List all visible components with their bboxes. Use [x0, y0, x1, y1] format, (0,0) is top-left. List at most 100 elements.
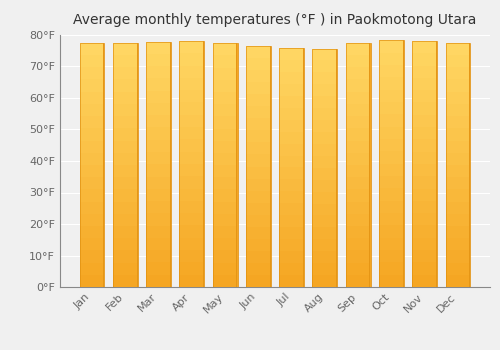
Bar	[379, 77, 402, 90]
Bar	[146, 42, 170, 54]
Bar	[312, 96, 336, 108]
Bar	[446, 55, 469, 67]
Bar	[180, 225, 203, 238]
Bar	[180, 53, 203, 65]
Bar	[379, 262, 402, 275]
Bar	[346, 116, 370, 128]
Bar	[246, 215, 270, 227]
Bar	[113, 177, 136, 189]
Bar	[212, 43, 238, 287]
Bar	[279, 155, 303, 167]
Bar	[346, 202, 370, 214]
Bar	[379, 40, 402, 53]
Bar	[279, 227, 303, 239]
Bar	[212, 141, 236, 153]
Bar	[379, 114, 402, 127]
Bar	[212, 116, 236, 128]
Bar	[246, 46, 270, 58]
Bar	[279, 263, 303, 275]
Bar	[80, 238, 103, 250]
Bar	[80, 275, 103, 287]
Bar	[412, 213, 436, 225]
Bar	[346, 92, 370, 104]
Bar	[212, 165, 236, 177]
Bar	[80, 153, 103, 165]
Bar	[379, 250, 402, 262]
Bar	[212, 202, 236, 214]
Bar	[379, 151, 402, 164]
Bar	[379, 90, 402, 102]
Bar	[246, 178, 270, 191]
Bar	[279, 48, 303, 287]
Bar	[146, 275, 170, 287]
Bar	[80, 189, 103, 202]
Bar	[80, 262, 103, 275]
Bar	[279, 60, 303, 72]
Bar	[279, 120, 303, 132]
Bar	[113, 92, 136, 104]
Bar	[80, 55, 103, 67]
Bar	[346, 153, 370, 165]
Bar	[379, 275, 402, 287]
Bar	[446, 43, 469, 287]
Bar	[279, 275, 303, 287]
Bar	[446, 177, 469, 189]
Bar	[212, 43, 236, 287]
Bar	[212, 251, 236, 262]
Bar	[180, 78, 203, 90]
Bar	[412, 90, 436, 103]
Bar	[146, 226, 170, 238]
Bar	[346, 55, 370, 67]
Bar	[113, 153, 136, 165]
Bar	[146, 103, 170, 115]
Bar	[246, 154, 270, 167]
Bar	[113, 116, 136, 128]
Bar	[180, 127, 203, 139]
Bar	[113, 262, 136, 275]
Bar	[312, 168, 336, 180]
Bar	[379, 225, 402, 238]
Bar	[412, 250, 436, 262]
Bar	[80, 202, 103, 214]
Bar	[113, 275, 136, 287]
Bar	[246, 263, 270, 275]
Bar	[146, 189, 170, 201]
Bar	[312, 239, 336, 251]
Bar	[446, 92, 469, 104]
Bar	[346, 67, 370, 79]
Bar	[412, 225, 436, 238]
Bar	[279, 144, 303, 155]
Bar	[146, 177, 170, 189]
Bar	[246, 203, 270, 215]
Bar	[412, 41, 437, 287]
Bar	[346, 262, 370, 275]
Bar	[113, 214, 136, 226]
Bar	[312, 228, 336, 239]
Bar	[246, 58, 270, 70]
Bar	[113, 189, 136, 202]
Bar	[180, 176, 203, 189]
Bar	[312, 263, 336, 275]
Bar	[412, 262, 436, 275]
Bar	[279, 239, 303, 251]
Bar	[180, 103, 203, 115]
Bar	[180, 90, 203, 103]
Bar	[446, 43, 469, 55]
Bar	[446, 165, 469, 177]
Bar	[412, 139, 436, 152]
Bar	[446, 153, 469, 165]
Bar	[312, 144, 336, 156]
Bar	[412, 127, 436, 139]
Bar	[113, 202, 136, 214]
Bar	[312, 84, 336, 96]
Bar	[279, 96, 303, 108]
Bar	[446, 214, 469, 226]
Bar	[80, 67, 103, 79]
Bar	[146, 54, 170, 66]
Bar	[212, 214, 236, 226]
Bar	[80, 250, 103, 262]
Bar	[412, 176, 436, 189]
Bar	[379, 164, 402, 176]
Bar	[446, 238, 469, 250]
Bar	[146, 238, 170, 250]
